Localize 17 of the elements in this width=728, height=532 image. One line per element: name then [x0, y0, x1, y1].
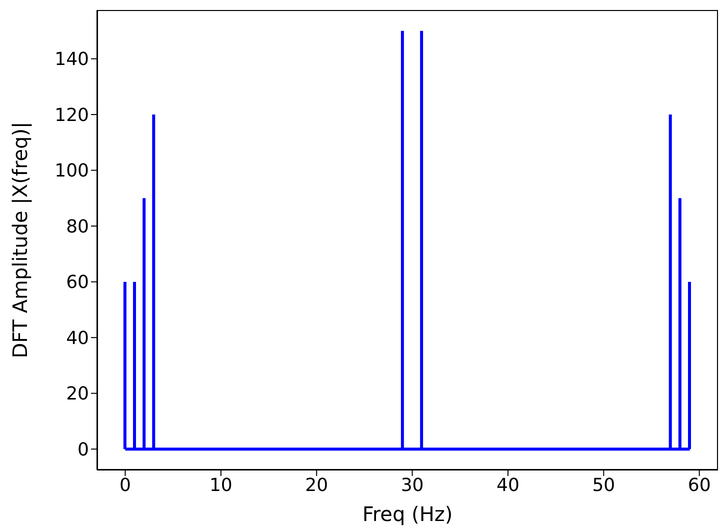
x-tick-label: 10: [209, 474, 232, 496]
y-tick-label: 80: [66, 216, 89, 238]
y-tick-label: 0: [78, 439, 89, 460]
y-tick-label: 20: [66, 384, 89, 405]
x-tick-label: 40: [496, 474, 520, 496]
y-tick-label: 140: [54, 49, 89, 70]
y-tick-label: 120: [54, 104, 89, 126]
x-tick-label: 50: [592, 474, 616, 496]
y-tick-label: 100: [54, 160, 89, 182]
y-tick-label: 40: [66, 328, 89, 349]
x-tick-label: 0: [120, 474, 131, 496]
x-tick-label: 30: [400, 474, 424, 496]
x-tick-label: 20: [305, 474, 328, 496]
y-axis-title: DFT Amplitude |X(freq)|: [8, 122, 32, 358]
x-tick-label: 60: [688, 474, 711, 496]
x-axis-title: Freq (Hz): [362, 502, 453, 526]
y-tick-label: 60: [66, 272, 89, 294]
